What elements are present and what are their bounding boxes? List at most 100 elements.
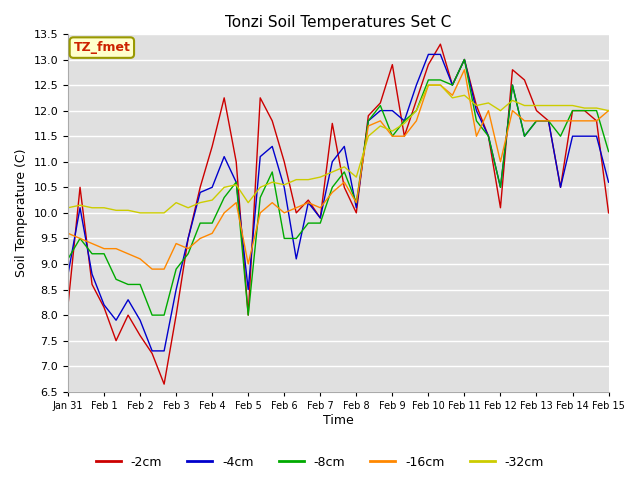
-2cm <box>424 62 432 68</box>
-16cm <box>605 108 612 113</box>
-32cm <box>545 103 552 108</box>
-4cm <box>532 118 540 124</box>
-32cm <box>557 103 564 108</box>
-32cm <box>401 120 408 126</box>
-8cm <box>413 108 420 113</box>
-32cm <box>305 177 312 182</box>
-4cm <box>196 190 204 195</box>
-2cm <box>268 118 276 124</box>
-2cm <box>509 67 516 72</box>
-16cm <box>449 93 456 98</box>
-8cm <box>184 251 192 257</box>
-8cm <box>424 77 432 83</box>
-8cm <box>472 118 480 124</box>
-8cm <box>244 312 252 318</box>
-16cm <box>209 230 216 236</box>
-2cm <box>148 350 156 356</box>
-2cm <box>172 312 180 318</box>
-16cm <box>593 118 600 124</box>
-16cm <box>220 210 228 216</box>
-2cm <box>76 184 84 190</box>
-2cm <box>532 108 540 113</box>
-32cm <box>64 205 72 211</box>
-8cm <box>509 82 516 88</box>
-32cm <box>593 105 600 111</box>
-32cm <box>257 184 264 190</box>
-16cm <box>148 266 156 272</box>
-16cm <box>472 133 480 139</box>
-32cm <box>461 93 468 98</box>
-32cm <box>376 123 384 129</box>
-32cm <box>449 95 456 101</box>
-32cm <box>196 200 204 205</box>
-4cm <box>424 51 432 57</box>
-2cm <box>232 159 240 165</box>
Text: TZ_fmet: TZ_fmet <box>74 41 131 54</box>
-2cm <box>209 144 216 149</box>
-16cm <box>76 236 84 241</box>
-8cm <box>569 108 577 113</box>
-4cm <box>220 154 228 159</box>
-32cm <box>76 203 84 208</box>
-2cm <box>184 236 192 241</box>
Legend: -2cm, -4cm, -8cm, -16cm, -32cm: -2cm, -4cm, -8cm, -16cm, -32cm <box>91 451 549 474</box>
-16cm <box>532 118 540 124</box>
-4cm <box>413 82 420 88</box>
-8cm <box>220 195 228 201</box>
-16cm <box>497 159 504 165</box>
-2cm <box>136 333 144 338</box>
-16cm <box>353 200 360 205</box>
-8cm <box>209 220 216 226</box>
-32cm <box>232 182 240 188</box>
-4cm <box>76 205 84 211</box>
-8cm <box>268 169 276 175</box>
-16cm <box>160 266 168 272</box>
-2cm <box>112 338 120 344</box>
-2cm <box>388 62 396 68</box>
-4cm <box>353 205 360 211</box>
-2cm <box>365 113 372 119</box>
-2cm <box>484 133 492 139</box>
Line: -8cm: -8cm <box>68 60 609 315</box>
-8cm <box>401 118 408 124</box>
-4cm <box>184 236 192 241</box>
-4cm <box>605 180 612 185</box>
-2cm <box>545 118 552 124</box>
-16cm <box>436 82 444 88</box>
-2cm <box>569 108 577 113</box>
-16cm <box>461 67 468 72</box>
-8cm <box>196 220 204 226</box>
-4cm <box>365 118 372 124</box>
-32cm <box>353 174 360 180</box>
-32cm <box>88 205 96 211</box>
-32cm <box>280 182 288 188</box>
-8cm <box>449 82 456 88</box>
-16cm <box>232 200 240 205</box>
-4cm <box>316 215 324 221</box>
-8cm <box>112 276 120 282</box>
-16cm <box>340 180 348 185</box>
-4cm <box>569 133 577 139</box>
-2cm <box>497 205 504 211</box>
-32cm <box>340 164 348 170</box>
-32cm <box>569 103 577 108</box>
-8cm <box>76 236 84 241</box>
-16cm <box>580 118 588 124</box>
-8cm <box>148 312 156 318</box>
-16cm <box>388 133 396 139</box>
-4cm <box>88 271 96 277</box>
-16cm <box>401 133 408 139</box>
-4cm <box>112 317 120 323</box>
-2cm <box>593 118 600 124</box>
-2cm <box>328 120 336 126</box>
-32cm <box>424 82 432 88</box>
-16cm <box>136 256 144 262</box>
-8cm <box>124 282 132 288</box>
-2cm <box>305 197 312 203</box>
-2cm <box>124 312 132 318</box>
-32cm <box>172 200 180 205</box>
-8cm <box>484 133 492 139</box>
-32cm <box>365 133 372 139</box>
-16cm <box>100 246 108 252</box>
-32cm <box>292 177 300 182</box>
